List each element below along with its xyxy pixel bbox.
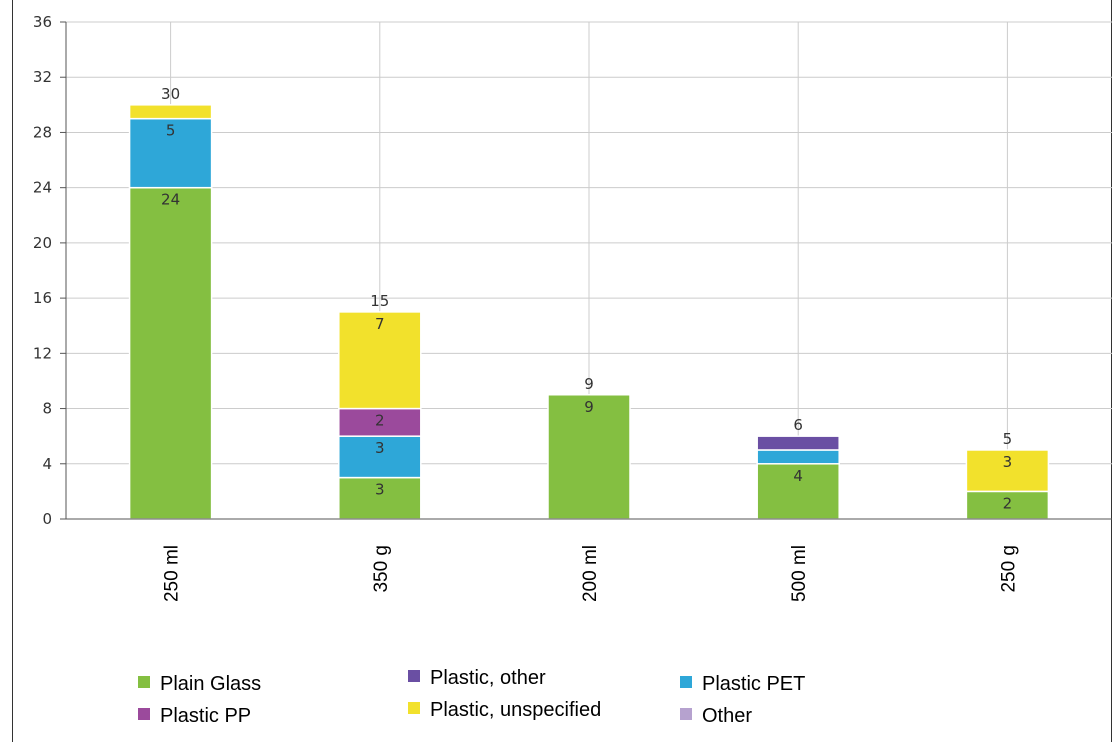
segment-value-label: 4 bbox=[793, 467, 803, 485]
legend-label: Other bbox=[702, 705, 752, 727]
bar-segment-plain-glass bbox=[756, 463, 840, 520]
x-category-label: 350 g bbox=[371, 545, 392, 593]
legend-label: Plastic PP bbox=[160, 705, 251, 727]
segment-value-label: 24 bbox=[161, 191, 180, 209]
y-tick-label: 24 bbox=[33, 179, 52, 197]
legend-swatch bbox=[138, 708, 150, 720]
segment-value-label: 5 bbox=[166, 122, 176, 140]
y-tick-label: 16 bbox=[33, 289, 52, 307]
bar-segment-plastic-other bbox=[756, 435, 840, 451]
legend: Plain Glass Plastic, other Plastic PET Plas… bbox=[138, 667, 805, 727]
legend-item: Plastic, unspecified bbox=[408, 699, 601, 721]
bar-total-label: 30 bbox=[161, 85, 180, 103]
y-tick-label: 28 bbox=[33, 123, 52, 141]
bar-segment-plastic-unspecified bbox=[965, 449, 1050, 493]
legend-item: Plain Glass bbox=[138, 673, 261, 695]
legend-item: Plastic PP bbox=[138, 705, 251, 727]
bar-segment-plain-glass bbox=[128, 186, 213, 520]
y-tick-label: 20 bbox=[33, 234, 52, 252]
legend-item: Plastic, other bbox=[408, 667, 546, 689]
chart-frame bbox=[12, 0, 1112, 742]
bar-segment-plain-glass bbox=[338, 476, 422, 520]
legend-swatch bbox=[680, 708, 692, 720]
bar-segment-plastic-unspecified bbox=[128, 104, 213, 120]
legend-label: Plastic, other bbox=[430, 667, 546, 689]
y-tick-label: 4 bbox=[42, 455, 52, 473]
bar-total-label: 9 bbox=[584, 375, 594, 393]
x-category-label: 200 ml bbox=[580, 545, 601, 602]
x-category-label: 500 ml bbox=[789, 545, 810, 602]
bar-segment-plastic-pet bbox=[128, 117, 213, 189]
bar-segment-plastic-pet bbox=[756, 449, 840, 465]
bar-total-label: 5 bbox=[1003, 430, 1013, 448]
y-tick-label: 0 bbox=[42, 510, 52, 528]
bar-total-label: 6 bbox=[793, 416, 803, 434]
legend-item: Other bbox=[680, 705, 752, 727]
bar-segment-plastic-pet bbox=[338, 435, 422, 479]
segment-value-label: 3 bbox=[1003, 453, 1013, 471]
bar-segment-plain-glass bbox=[547, 394, 631, 520]
labels-layer: 24 5 30 3 3 2 7 15 9 9 4 6 2 3 5 bbox=[161, 85, 1012, 513]
segment-value-label: 7 bbox=[375, 315, 385, 333]
y-tick-label: 32 bbox=[33, 68, 52, 86]
segment-value-label: 2 bbox=[375, 412, 385, 430]
y-tick-label: 12 bbox=[33, 344, 52, 362]
segment-value-label: 9 bbox=[584, 398, 594, 416]
x-category-label: 250 ml bbox=[162, 545, 183, 602]
legend-item: Plastic PET bbox=[680, 673, 805, 695]
legend-label: Plain Glass bbox=[160, 673, 261, 695]
legend-swatch bbox=[408, 702, 420, 714]
bars-layer bbox=[128, 104, 1050, 520]
legend-label: Plastic PET bbox=[702, 673, 805, 695]
segment-value-label: 2 bbox=[1003, 494, 1013, 512]
bar-segment-plastic-unspecified bbox=[338, 311, 422, 410]
y-tick-label: 36 bbox=[33, 13, 52, 31]
legend-label: Plastic, unspecified bbox=[430, 699, 601, 721]
x-category-label: 250 g bbox=[998, 545, 1019, 593]
segment-value-label: 3 bbox=[375, 439, 385, 457]
y-tick-label: 8 bbox=[42, 400, 52, 418]
bar-total-label: 15 bbox=[370, 292, 389, 310]
legend-swatch bbox=[138, 676, 150, 688]
legend-swatch bbox=[408, 670, 420, 682]
segment-value-label: 3 bbox=[375, 481, 385, 499]
legend-swatch bbox=[680, 676, 692, 688]
bar-segment-plastic-pp bbox=[338, 407, 422, 437]
